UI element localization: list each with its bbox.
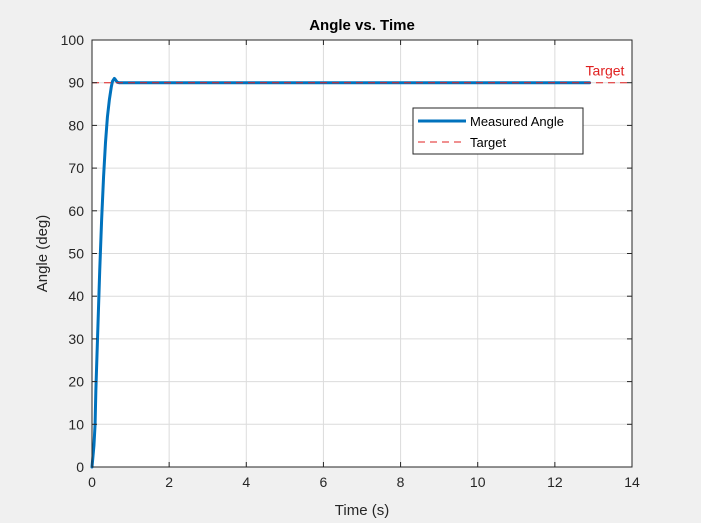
series-layer xyxy=(90,76,632,469)
y-tick-label: 20 xyxy=(68,374,84,390)
y-tick-label: 0 xyxy=(76,459,84,475)
tick-labels: 0 2 4 6 8 10 12 14 0 10 20 30 40 50 60 70 80 90 100 xyxy=(61,32,640,490)
y-tick-label: 90 xyxy=(68,75,84,91)
x-tick-label: 10 xyxy=(470,474,486,490)
legend[interactable]: Measured Angle Target xyxy=(412,107,584,155)
y-tick-label: 100 xyxy=(61,32,85,48)
y-tick-label: 60 xyxy=(68,203,84,219)
x-tick-label: 4 xyxy=(242,474,250,490)
y-tick-label: 80 xyxy=(68,117,84,133)
target-annotation: Target xyxy=(586,63,625,79)
x-tick-label: 2 xyxy=(165,474,173,490)
x-axis-label: Time (s) xyxy=(335,502,389,519)
annotations: Target xyxy=(586,63,625,79)
y-tick-label: 10 xyxy=(68,416,84,432)
x-tick-label: 0 xyxy=(88,474,96,490)
x-tick-label: 8 xyxy=(397,474,405,490)
legend-label-target: Target xyxy=(470,135,507,150)
y-tick-label: 70 xyxy=(68,160,84,176)
x-tick-label: 6 xyxy=(320,474,328,490)
y-tick-label: 30 xyxy=(68,331,84,347)
legend-label-measured-angle: Measured Angle xyxy=(470,114,564,129)
x-tick-label: 12 xyxy=(547,474,563,490)
y-tick-label: 40 xyxy=(68,288,84,304)
legend-box xyxy=(412,107,584,155)
x-tick-label: 14 xyxy=(624,474,640,490)
y-tick-label: 50 xyxy=(68,246,84,262)
chart-title: Angle vs. Time xyxy=(309,17,415,34)
tick-marks xyxy=(91,39,633,468)
grid xyxy=(92,40,632,467)
y-axis-label: Angle (deg) xyxy=(34,215,51,293)
